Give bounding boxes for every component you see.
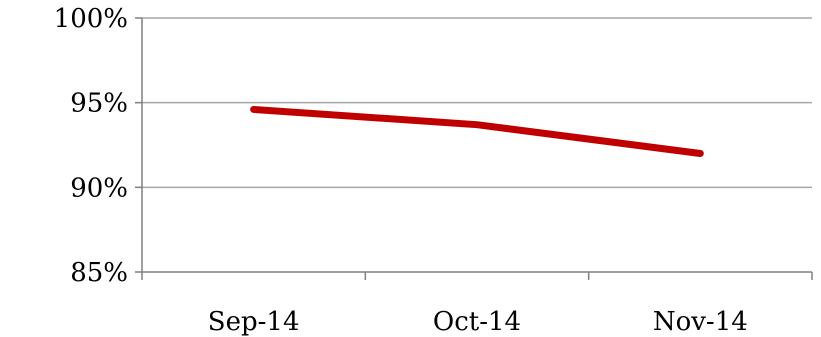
x-tick-label-1: Oct-14 xyxy=(433,307,521,337)
y-tick-label-1: 90% xyxy=(70,173,128,203)
y-tick-label-0: 85% xyxy=(70,258,128,288)
y-tick-label-3: 100% xyxy=(54,4,128,34)
x-tick-label-2: Nov-14 xyxy=(653,307,748,337)
gridlines xyxy=(142,17,812,189)
series-line-0 xyxy=(250,105,704,157)
x-tick-label-0: Sep-14 xyxy=(208,307,300,337)
axes xyxy=(135,17,813,280)
y-tick-label-2: 95% xyxy=(70,89,128,119)
series-group xyxy=(250,105,704,157)
x-axis-tick-labels: Sep-14 Oct-14 Nov-14 xyxy=(208,307,748,337)
y-axis-tick-labels: 85% 90% 95% 100% xyxy=(54,4,128,288)
